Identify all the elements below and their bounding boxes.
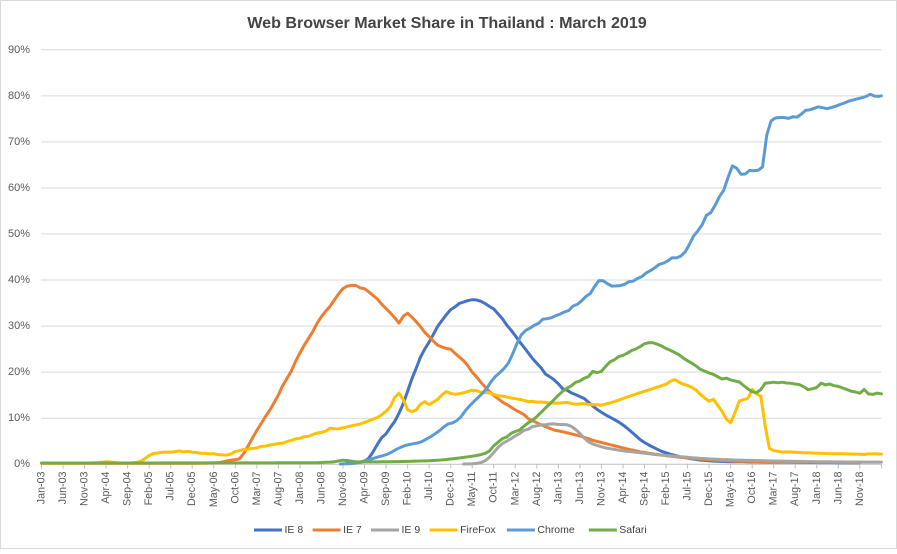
svg-text:Jul-15: Jul-15 (682, 471, 694, 500)
svg-text:Jan-08: Jan-08 (294, 471, 306, 504)
svg-text:Jul-05: Jul-05 (165, 471, 177, 500)
svg-text:20%: 20% (8, 366, 30, 378)
svg-text:Dec-05: Dec-05 (186, 471, 198, 506)
svg-text:Aug-17: Aug-17 (789, 471, 801, 506)
svg-text:IE 7: IE 7 (343, 524, 362, 536)
svg-text:Jun-18: Jun-18 (832, 471, 844, 504)
svg-text:Jun-13: Jun-13 (574, 471, 586, 504)
svg-text:Feb-10: Feb-10 (402, 471, 414, 505)
svg-text:60%: 60% (8, 182, 30, 194)
svg-text:Dec-15: Dec-15 (703, 471, 715, 506)
svg-text:Apr-04: Apr-04 (100, 471, 112, 503)
svg-text:10%: 10% (8, 412, 30, 424)
svg-text:80%: 80% (8, 90, 30, 102)
svg-text:Safari: Safari (619, 524, 646, 536)
svg-text:40%: 40% (8, 274, 30, 286)
svg-text:50%: 50% (8, 228, 30, 240)
svg-text:Dec-10: Dec-10 (445, 471, 457, 506)
svg-text:May-06: May-06 (208, 471, 220, 507)
svg-text:Jun-03: Jun-03 (57, 471, 69, 504)
svg-text:Sep-04: Sep-04 (122, 471, 134, 506)
svg-text:Aug-12: Aug-12 (531, 471, 543, 506)
svg-text:Jan-13: Jan-13 (552, 471, 564, 504)
svg-text:Chrome: Chrome (537, 524, 575, 536)
svg-text:Nov-18: Nov-18 (854, 471, 866, 506)
svg-text:Jun-08: Jun-08 (316, 471, 328, 504)
svg-text:Aug-07: Aug-07 (272, 471, 284, 506)
svg-text:Mar-12: Mar-12 (509, 471, 521, 505)
svg-text:Jan-03: Jan-03 (36, 471, 48, 504)
svg-text:Apr-09: Apr-09 (359, 471, 371, 503)
svg-text:Sep-14: Sep-14 (639, 471, 651, 506)
svg-text:Oct-06: Oct-06 (229, 471, 241, 503)
svg-text:May-11: May-11 (466, 471, 478, 506)
svg-text:Oct-16: Oct-16 (746, 471, 758, 503)
svg-text:Jul-10: Jul-10 (423, 471, 435, 500)
svg-text:IE 9: IE 9 (402, 524, 421, 536)
svg-text:Nov-13: Nov-13 (595, 471, 607, 506)
svg-text:Apr-14: Apr-14 (617, 471, 629, 503)
svg-text:0%: 0% (14, 458, 30, 470)
svg-text:90%: 90% (8, 44, 30, 56)
svg-text:Web Browser Market Share in Th: Web Browser Market Share in Thailand : M… (247, 14, 647, 32)
svg-text:Oct-11: Oct-11 (488, 471, 500, 502)
svg-text:Feb-15: Feb-15 (660, 471, 672, 505)
svg-text:Jan-18: Jan-18 (811, 471, 823, 504)
svg-text:Mar-17: Mar-17 (768, 471, 780, 505)
svg-text:Mar-07: Mar-07 (251, 471, 263, 505)
svg-text:Nov-03: Nov-03 (79, 471, 91, 506)
svg-text:70%: 70% (8, 136, 30, 148)
svg-text:May-16: May-16 (725, 471, 737, 507)
svg-text:Feb-05: Feb-05 (143, 471, 155, 505)
svg-text:IE 8: IE 8 (285, 524, 304, 536)
svg-text:Sep-09: Sep-09 (380, 471, 392, 506)
svg-text:Nov-08: Nov-08 (337, 471, 349, 506)
svg-text:30%: 30% (8, 320, 30, 332)
svg-text:FireFox: FireFox (460, 524, 496, 536)
